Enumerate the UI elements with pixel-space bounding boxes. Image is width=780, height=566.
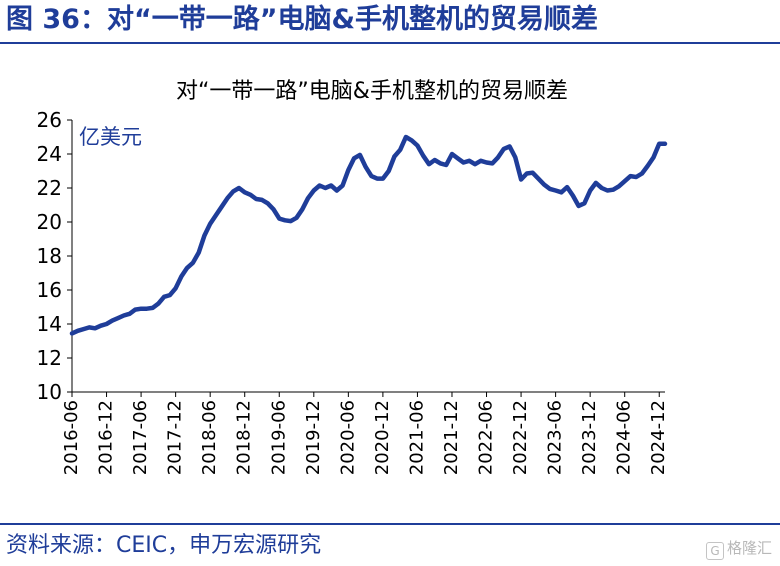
y-tick-label: 24: [37, 142, 62, 166]
y-tick-label: 10: [37, 380, 62, 404]
chart-title: 对“一带一路”电脑&手机整机的贸易顺差: [176, 79, 568, 104]
x-tick-label: 2016-06: [61, 400, 82, 475]
figure-title: 图 36：对“一带一路”电脑&手机整机的贸易顺差: [6, 4, 599, 35]
x-tick-label: 2023-06: [545, 400, 566, 475]
x-tick-label: 2021-06: [406, 400, 427, 475]
x-tick-label: 2024-06: [614, 400, 635, 475]
x-tick-label: 2017-06: [130, 400, 151, 475]
y-axis: 10 12 14 16 18 20 22 24 26: [37, 108, 73, 404]
x-tick-label: 2023-12: [579, 400, 600, 475]
y-tick-label: 12: [37, 346, 62, 370]
x-tick-label: 2024-12: [648, 400, 669, 475]
title-divider: [0, 42, 780, 44]
x-tick-label: 2022-06: [476, 400, 497, 475]
series-line: [69, 134, 668, 336]
x-tick-label: 2022-12: [510, 400, 531, 475]
y-tick-label: 14: [37, 312, 62, 336]
unit-label: 亿美元: [79, 125, 142, 149]
x-tick-label: 2020-06: [337, 400, 358, 475]
x-tick-label: 2018-12: [234, 400, 255, 475]
x-tick-label: 2016-12: [96, 400, 117, 475]
watermark-logo-icon: G: [706, 542, 724, 560]
source-note: 资料来源：CEIC，申万宏源研究: [6, 533, 322, 558]
x-tick-label: 2019-12: [303, 400, 324, 475]
watermark: G 格隆汇: [706, 537, 772, 560]
y-tick-label: 18: [37, 244, 62, 268]
y-tick-label: 26: [37, 108, 62, 132]
y-tick-label: 22: [37, 176, 62, 200]
x-tick-label: 2020-12: [372, 400, 393, 475]
footer-divider: [0, 523, 780, 525]
x-tick-label: 2021-12: [441, 400, 462, 475]
x-tick-label: 2018-06: [199, 400, 220, 475]
y-tick-label: 16: [37, 278, 62, 302]
x-tick-label: 2017-12: [165, 400, 186, 475]
x-tick-label: 2019-06: [268, 400, 289, 475]
y-tick-label: 20: [37, 210, 62, 234]
series-layer: [69, 134, 668, 336]
watermark-text: 格隆汇: [727, 539, 773, 557]
x-axis: 2016-06 2016-12 2017-06 2017-12 2018-06 2018-…: [61, 391, 669, 475]
line-chart: 对“一带一路”电脑&手机整机的贸易顺差 亿美元 10 12 14 16 18 20 22 24…: [37, 79, 670, 475]
